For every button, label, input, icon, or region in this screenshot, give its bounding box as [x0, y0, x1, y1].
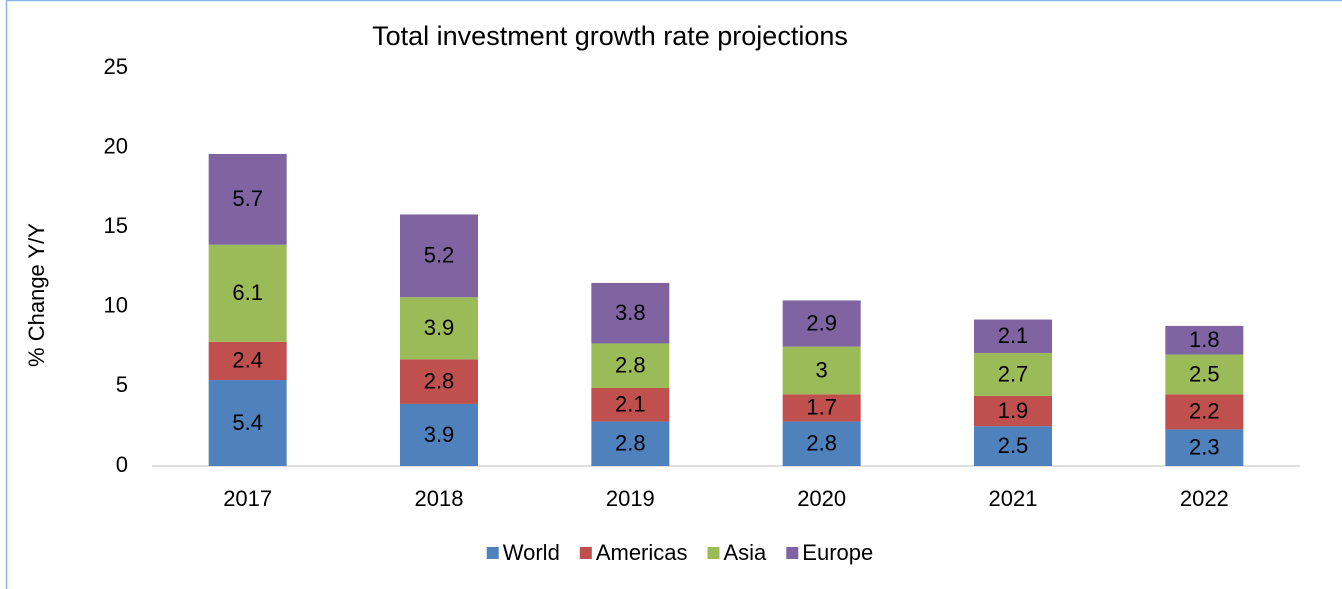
- bar-segment: [400, 359, 478, 404]
- data-label: 2.4: [232, 348, 263, 373]
- bar-segment: [591, 421, 670, 466]
- legend-swatch: [486, 547, 499, 559]
- bar-segment: [782, 300, 861, 347]
- data-label: 2.8: [615, 353, 646, 378]
- data-label: 3.9: [424, 422, 455, 447]
- y-tick-label: 20: [104, 133, 128, 158]
- data-label: 6.1: [232, 280, 263, 305]
- bar-segment: [591, 343, 670, 388]
- bar-segment: [1165, 429, 1244, 466]
- x-tick-label: 2018: [415, 486, 464, 511]
- data-label: 2.7: [998, 361, 1029, 386]
- data-label: 2.2: [1189, 399, 1220, 424]
- bar-segment: [974, 352, 1052, 396]
- chart-title: Total investment growth rate projections: [372, 21, 848, 51]
- y-tick-label: 10: [104, 293, 128, 318]
- data-label: 2.8: [424, 368, 455, 393]
- y-tick-label: 15: [104, 213, 128, 238]
- bar-segment: [1165, 354, 1244, 395]
- legend-swatch: [786, 547, 799, 559]
- x-tick-label: 2017: [223, 486, 272, 511]
- bar-segment: [400, 403, 478, 466]
- y-axis-label: % Change Y/Y: [24, 223, 49, 367]
- bar-segment: [1165, 325, 1244, 355]
- x-tick-label: 2021: [989, 486, 1038, 511]
- bar-segment: [208, 153, 287, 245]
- bar-segment: [400, 214, 478, 298]
- bar-segment: [782, 421, 861, 466]
- data-label: 5.2: [424, 243, 455, 268]
- legend-label: Asia: [724, 540, 768, 565]
- data-label: 1.9: [998, 398, 1029, 423]
- legend-label: World: [503, 540, 560, 565]
- data-label: 2.1: [998, 323, 1029, 348]
- data-label: 5.7: [232, 186, 263, 211]
- y-tick-label: 0: [116, 452, 128, 477]
- bar-segment: [591, 387, 670, 422]
- bar-segment: [208, 244, 287, 342]
- data-label: 2.5: [1189, 361, 1220, 386]
- data-label: 3.8: [615, 300, 646, 325]
- x-tick-label: 2022: [1180, 486, 1229, 511]
- data-label: 3.9: [424, 315, 455, 340]
- x-tick-label: 2020: [797, 486, 846, 511]
- bar-segment: [1165, 394, 1244, 430]
- y-tick-label: 25: [104, 54, 128, 79]
- bar-segment: [974, 319, 1052, 353]
- bar-segment: [208, 341, 287, 381]
- legend-swatch: [579, 547, 592, 559]
- legend-label: Americas: [596, 540, 688, 565]
- bar-segment: [400, 297, 478, 360]
- data-label: 1.8: [1189, 327, 1220, 352]
- bar-segment: [974, 395, 1052, 427]
- legend-swatch: [707, 547, 720, 559]
- data-label: 1.7: [806, 395, 837, 420]
- data-label: 2.3: [1189, 435, 1220, 460]
- data-label: 2.8: [806, 431, 837, 456]
- data-label: 2.9: [806, 310, 837, 335]
- data-label: 2.5: [998, 433, 1029, 458]
- bar-segment: [782, 394, 861, 422]
- data-label: 2.1: [615, 392, 646, 417]
- data-label: 2.8: [615, 431, 646, 456]
- legend-label: Europe: [802, 540, 873, 565]
- data-label: 5.4: [232, 410, 263, 435]
- x-tick-label: 2019: [606, 486, 655, 511]
- bar-segment: [208, 380, 287, 466]
- bar-segment: [782, 346, 861, 395]
- chart-frame: [5, 0, 1342, 589]
- y-tick-label: 5: [116, 372, 128, 397]
- bar-segment: [974, 426, 1052, 466]
- data-label: 3: [816, 357, 828, 382]
- bar-segment: [591, 282, 670, 344]
